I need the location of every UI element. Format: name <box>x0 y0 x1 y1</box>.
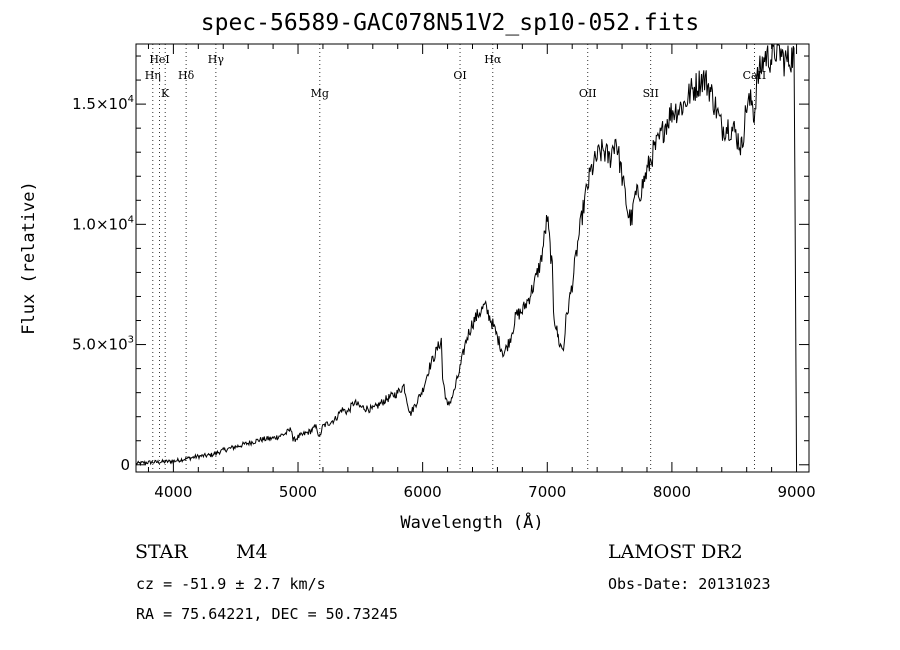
spectrum-line <box>135 43 797 467</box>
x-tick-label: 7000 <box>528 483 566 501</box>
x-tick-label: 9000 <box>777 483 815 501</box>
chart-title: spec-56589-GAC078N51V2_sp10-052.fits <box>200 10 700 36</box>
spectral-line-label: SII <box>643 87 659 100</box>
plot-frame <box>135 43 810 473</box>
redshift-velocity: cz = -51.9 ± 2.7 km/s <box>136 575 326 593</box>
spectral-line-label: Mg <box>311 87 329 100</box>
x-tick-label: 4000 <box>154 483 192 501</box>
observation-date: Obs-Date: 20131023 <box>608 575 771 593</box>
spectral-line-label: Hγ <box>208 53 225 66</box>
y-tick-label: 1.5×104 <box>72 94 134 113</box>
survey-name: LAMOST DR2 <box>608 541 743 563</box>
spectral-line-label: OII <box>579 87 597 100</box>
x-tick-label: 5000 <box>279 483 317 501</box>
object-class: STAR <box>135 541 188 563</box>
spectral-line-label: K <box>161 87 170 100</box>
spectral-line-label: Hδ <box>178 69 195 82</box>
y-tick-label: 5.0×103 <box>72 335 134 354</box>
spectral-line-label: Hη <box>145 69 161 82</box>
x-tick-label: 8000 <box>653 483 691 501</box>
axis-tick-labels: 4000 5000 6000 7000 8000 9000 0 5.0×103 1.0×104 1… <box>72 94 816 501</box>
spectral-line-markers <box>152 44 755 472</box>
y-tick-label: 1.0×104 <box>72 214 134 233</box>
x-axis-label: Wavelength (Å) <box>400 511 543 533</box>
ra-dec-coordinates: RA = 75.64221, DEC = 50.73245 <box>136 605 398 623</box>
x-tick-label: 6000 <box>404 483 442 501</box>
spectral-line-label: HeI <box>149 53 169 66</box>
spectral-line-label: OI <box>453 69 466 82</box>
spectral-line-label: Hα <box>484 53 502 66</box>
y-tick-label: 0 <box>120 456 130 474</box>
axis-ticks <box>136 44 809 472</box>
object-subclass: M4 <box>236 541 268 563</box>
y-axis-label: Flux (relative) <box>19 181 39 335</box>
